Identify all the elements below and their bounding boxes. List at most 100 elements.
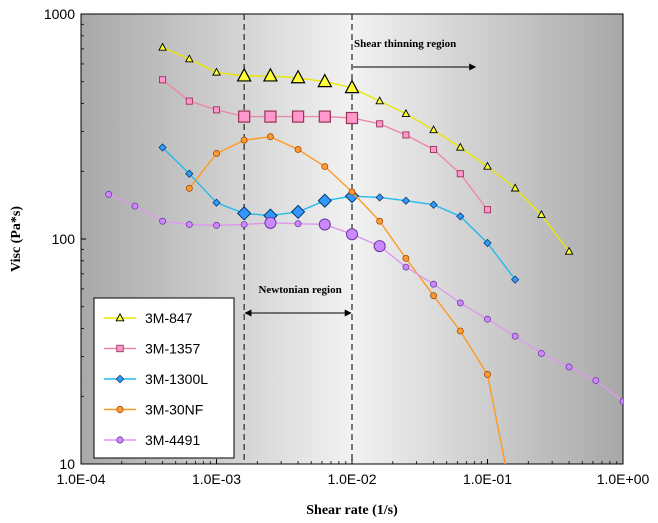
data-point-3m-847 xyxy=(212,67,221,76)
series-3m-4491 xyxy=(105,190,623,405)
data-point-3m-1300l xyxy=(212,198,221,207)
data-point-3m-847 xyxy=(184,54,194,63)
series-line-3m-1300l xyxy=(162,147,516,281)
legend: 3M-847 3M-1357 3M-1300L 3M-30NF 3M-4491 xyxy=(93,297,235,459)
data-point-3m-4491 xyxy=(318,218,331,231)
data-point-3m-1300l xyxy=(375,193,384,202)
data-point-3m-30nf xyxy=(456,327,464,335)
data-point-3m-847 xyxy=(455,142,465,151)
legend-label: 3M-30NF xyxy=(145,402,203,418)
data-point-3m-847 xyxy=(537,209,546,219)
data-point-3m-1300l xyxy=(317,193,332,208)
data-point-3m-847 xyxy=(317,73,333,88)
data-point-3m-1357 xyxy=(318,110,331,123)
data-point-3m-1357 xyxy=(376,120,384,128)
data-point-3m-1357 xyxy=(291,110,305,123)
data-point-3m-1300l xyxy=(456,212,465,221)
series-line-3m-847 xyxy=(162,46,570,252)
legend-marker xyxy=(115,312,125,322)
data-point-3m-4491 xyxy=(511,332,519,340)
data-point-3m-4491 xyxy=(105,190,113,198)
x-tick-label: 1.0E+00 xyxy=(597,471,650,487)
data-point-3m-30nf xyxy=(267,133,274,141)
data-point-3m-1357 xyxy=(238,110,251,123)
legend-label: 3M-1300L xyxy=(145,371,208,387)
data-point-3m-4491 xyxy=(619,397,623,405)
data-point-3m-4491 xyxy=(240,221,248,228)
data-point-3m-847 xyxy=(564,246,574,255)
data-point-3m-847 xyxy=(344,79,360,94)
data-point-3m-1300l xyxy=(429,200,438,209)
data-point-3m-4491 xyxy=(592,377,600,384)
x-tick-label: 1.0E-02 xyxy=(327,471,376,487)
data-point-3m-1300l xyxy=(483,238,492,248)
legend-entry-3m-4491: 3M-4491 xyxy=(104,432,200,448)
series-3m-847 xyxy=(158,42,574,255)
series-layer xyxy=(105,42,623,464)
data-point-3m-1357 xyxy=(212,106,221,114)
y-tick-label: 1000 xyxy=(44,6,75,22)
x-axis-title: Shear rate (1/s) xyxy=(306,503,398,518)
legend-label: 3M-1357 xyxy=(145,341,200,357)
data-point-3m-1357 xyxy=(402,131,410,139)
data-point-3m-4491 xyxy=(159,217,166,225)
data-point-3m-1357 xyxy=(159,76,167,84)
series-3m-1300l xyxy=(158,143,520,284)
legend-entry-3m-1357: 3M-1357 xyxy=(104,341,200,357)
x-tick-label: 1.0E-01 xyxy=(463,471,512,487)
data-point-3m-1357 xyxy=(456,170,464,178)
data-point-3m-30nf xyxy=(484,371,491,378)
data-point-3m-30nf xyxy=(185,184,193,192)
x-tick-label: 1.0E-03 xyxy=(192,471,241,487)
data-point-3m-30nf xyxy=(294,146,302,153)
data-point-3m-4491 xyxy=(402,263,410,271)
data-point-3m-30nf xyxy=(213,150,220,157)
data-point-3m-1357 xyxy=(185,97,193,105)
data-point-3m-30nf xyxy=(321,163,329,170)
data-point-3m-1357 xyxy=(483,206,492,214)
data-point-3m-4491 xyxy=(185,221,193,228)
legend-entry-3m-30nf: 3M-30NF xyxy=(104,402,203,418)
shear-thinning-region-label: Shear thinning region xyxy=(354,38,456,50)
legend-marker xyxy=(116,436,124,444)
annotations: Newtonian region Shear thinning region xyxy=(244,38,477,317)
data-point-3m-4491 xyxy=(538,350,545,357)
data-point-3m-1300l xyxy=(344,188,360,204)
data-point-3m-4491 xyxy=(294,220,302,228)
data-point-3m-4491 xyxy=(264,216,277,229)
data-point-3m-30nf xyxy=(348,188,356,196)
data-point-3m-4491 xyxy=(430,280,437,288)
x-tick-label: 1.0E-04 xyxy=(56,471,105,487)
y-tick-label: 100 xyxy=(52,231,76,247)
data-point-3m-1300l xyxy=(158,143,167,152)
y-tick-label: 10 xyxy=(59,456,75,472)
data-point-3m-30nf xyxy=(430,292,437,300)
data-point-3m-30nf xyxy=(402,254,410,262)
data-point-3m-847 xyxy=(429,125,438,134)
data-point-3m-1300l xyxy=(401,196,411,205)
data-point-3m-4491 xyxy=(213,221,220,229)
data-point-3m-847 xyxy=(510,183,520,192)
data-point-3m-1300l xyxy=(290,204,306,220)
series-3m-30nf xyxy=(185,133,506,464)
legend-label: 3M-4491 xyxy=(145,432,200,448)
axes: 1.0E-04 1.0E-03 1.0E-02 1.0E-01 1.0E+00 10 100… xyxy=(44,6,650,487)
data-point-3m-4491 xyxy=(456,299,464,307)
data-point-3m-30nf xyxy=(376,217,384,225)
data-point-3m-1300l xyxy=(511,275,520,284)
data-point-3m-4491 xyxy=(373,240,386,253)
data-point-3m-847 xyxy=(262,67,278,82)
series-line-3m-4491 xyxy=(108,193,623,402)
data-point-3m-1357 xyxy=(264,110,277,123)
data-point-3m-4491 xyxy=(345,228,359,241)
data-point-3m-847 xyxy=(290,69,306,84)
data-point-3m-847 xyxy=(401,108,411,117)
data-point-3m-847 xyxy=(483,161,492,170)
legend-marker xyxy=(115,374,125,384)
legend-marker xyxy=(116,344,124,353)
legend-marker xyxy=(116,405,124,414)
y-axis-title: Visc (Pa*s) xyxy=(9,206,24,272)
data-point-3m-1300l xyxy=(185,169,194,178)
data-point-3m-1300l xyxy=(236,206,252,221)
